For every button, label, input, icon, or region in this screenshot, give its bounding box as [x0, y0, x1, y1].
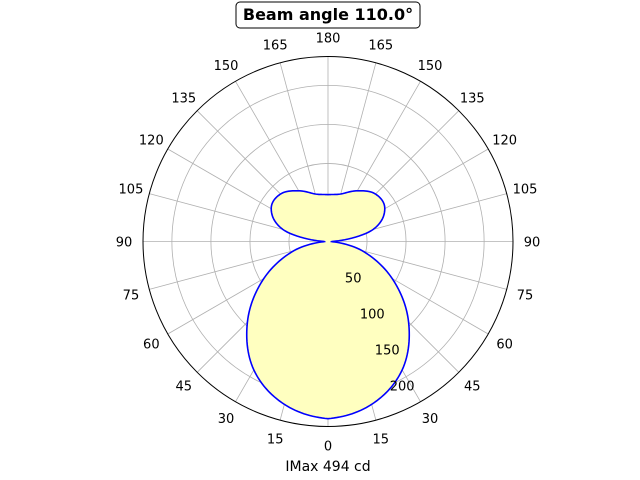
- x-axis-label: IMax 494 cd: [285, 459, 370, 475]
- angle-tick-label: 135: [460, 91, 485, 106]
- angle-tick-label: 45: [175, 380, 192, 395]
- radial-tick-label: 50: [345, 272, 362, 287]
- angle-tick-label: 180: [316, 32, 341, 47]
- angle-tick-label: 105: [119, 183, 144, 198]
- angle-tick-label: 105: [513, 183, 538, 198]
- chart-title: Beam angle 110.0°: [243, 5, 413, 24]
- angle-tick-label: 15: [373, 433, 390, 448]
- angle-tick-label: 15: [267, 433, 284, 448]
- angle-tick-label: 30: [218, 412, 235, 427]
- angle-tick-label: 30: [422, 412, 439, 427]
- angle-tick-label: 135: [171, 91, 196, 106]
- series-fill-0: [246, 190, 410, 419]
- angle-tick-label: 0: [324, 440, 332, 455]
- angle-tick-label: 150: [214, 59, 239, 74]
- tick-labels: 0 15 30 45 60 75 90 105 120 135 150 165 180 165 150 135…: [116, 32, 541, 455]
- angle-tick-label: 120: [492, 134, 517, 149]
- angle-tick-label: 60: [496, 338, 513, 353]
- angle-tick-label: 75: [517, 288, 534, 303]
- angle-tick-label: 45: [464, 380, 481, 395]
- series-line-0: [245, 189, 411, 420]
- radial-tick-label: 200: [390, 380, 415, 395]
- radial-tick-label: 100: [360, 308, 385, 323]
- outer-boundary: [142, 56, 514, 427]
- angle-tick-label: 150: [418, 59, 443, 74]
- plot-area: [246, 190, 410, 419]
- angle-tick-label: 75: [123, 288, 140, 303]
- angle-tick-label: 60: [143, 338, 160, 353]
- angle-tick-label: 120: [139, 134, 164, 149]
- radial-tick-label: 150: [375, 344, 400, 359]
- angle-tick-label: 165: [368, 38, 393, 53]
- angle-tick-label: 90: [116, 236, 133, 251]
- angle-tick-label: 90: [524, 236, 541, 251]
- angle-tick-label: 165: [263, 38, 288, 53]
- title-box: Beam angle 110.0°: [235, 1, 421, 29]
